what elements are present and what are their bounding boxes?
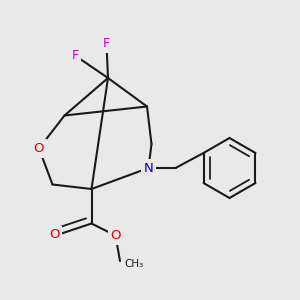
Text: O: O (49, 228, 59, 242)
Text: N: N (144, 161, 153, 175)
Text: F: F (71, 49, 79, 62)
Text: O: O (34, 142, 44, 155)
Text: O: O (110, 229, 121, 242)
Text: F: F (103, 37, 110, 50)
Text: CH₃: CH₃ (124, 259, 144, 269)
